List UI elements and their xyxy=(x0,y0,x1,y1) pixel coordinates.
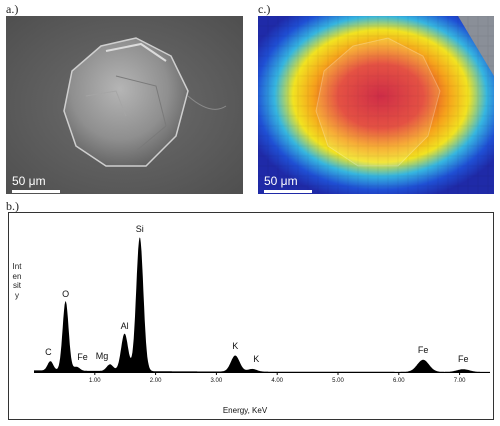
x-tick-label: 5.00 xyxy=(332,378,344,384)
peak-label: Fe xyxy=(457,353,469,364)
panel-a-label: a.) xyxy=(6,2,19,16)
x-tick-label: 3.00 xyxy=(210,378,223,384)
x-tick-label: 4.00 xyxy=(271,378,284,384)
y-axis-label: Intensity xyxy=(12,262,22,300)
panel-b-label: b.) xyxy=(6,199,19,213)
x-tick-label: 6.00 xyxy=(392,378,405,384)
peak-label: Si xyxy=(135,224,144,235)
x-tick-label: 1.00 xyxy=(88,378,101,384)
eds-map-image xyxy=(258,16,494,194)
peak-label: Al xyxy=(120,320,129,331)
peak-label: K xyxy=(253,353,260,364)
peak-label: K xyxy=(232,341,239,352)
scale-label-c: 50 μm xyxy=(264,174,298,188)
peak-label: Mg xyxy=(95,350,109,361)
peak-label: Fe xyxy=(417,345,429,356)
sem-image xyxy=(6,16,243,194)
x-axis-label: Energy, KeV xyxy=(222,406,268,415)
scale-label-a: 50 μm xyxy=(12,174,46,188)
x-tick-label: 7.00 xyxy=(453,378,466,384)
x-tick-label: 2.00 xyxy=(149,378,162,384)
panel-c-label: c.) xyxy=(258,2,271,16)
spectrum-frame xyxy=(8,212,494,420)
scale-bar-c xyxy=(264,190,312,193)
peak-label: C xyxy=(45,347,52,357)
peak-label: O xyxy=(62,288,70,299)
scale-bar-a xyxy=(12,190,60,193)
peak-label: Fe xyxy=(77,352,88,363)
